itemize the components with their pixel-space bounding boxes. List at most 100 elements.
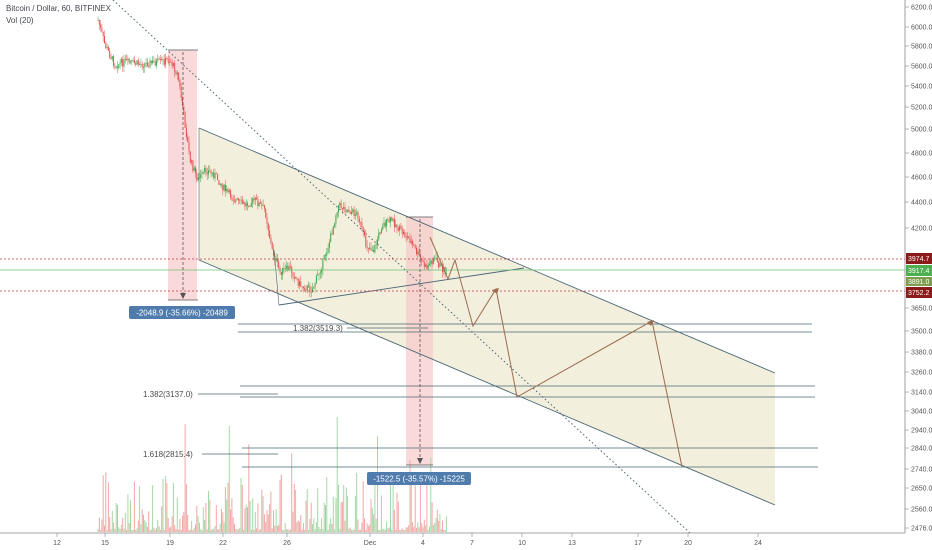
candle-body (276, 258, 278, 262)
candle-body (404, 231, 406, 237)
candle-body (126, 59, 128, 61)
candle-body (425, 264, 427, 267)
volume-bar (314, 529, 316, 532)
candle-body (139, 64, 141, 65)
volume-bar (399, 530, 401, 532)
x-tick-label: 26 (283, 540, 291, 547)
volume-bar (257, 503, 259, 532)
volume-bar (241, 484, 243, 532)
volume-bar (432, 524, 434, 532)
volume-bar (427, 529, 429, 532)
volume-bar (106, 529, 108, 532)
candle-body (286, 265, 287, 269)
volume-bar (178, 529, 180, 532)
channel-lower-line[interactable] (198, 259, 776, 506)
candle-body (380, 229, 382, 234)
dotted-trend-line[interactable] (112, 0, 691, 534)
triangle-support-line[interactable] (278, 267, 525, 306)
volume-bar (289, 529, 291, 532)
volume-bar (352, 529, 354, 532)
volume-bar (423, 519, 425, 532)
volume-bar (412, 522, 414, 532)
volume-bar (163, 529, 165, 532)
volume-bar (429, 526, 430, 532)
candle-body (180, 86, 182, 99)
candle-body (141, 63, 143, 67)
volume-bar (174, 524, 176, 532)
volume-bar (330, 518, 332, 532)
volume-bar (210, 529, 212, 532)
volume-bar (166, 483, 168, 532)
candle-body (200, 174, 202, 178)
volume-bar (438, 521, 440, 532)
volume-bar (416, 527, 417, 532)
candle-body (378, 232, 380, 240)
candle-body (310, 292, 312, 293)
candle-body (408, 236, 410, 239)
candle-body (287, 265, 289, 271)
candle-body (442, 264, 443, 272)
candle-body (165, 57, 167, 65)
candle-body (348, 209, 350, 213)
volume-bar (137, 520, 139, 532)
volume-bar (176, 497, 178, 532)
volume-bar (341, 501, 343, 532)
candle-body (362, 227, 364, 232)
volume-bar (315, 522, 317, 532)
volume-bar (308, 529, 310, 532)
candle-body (401, 228, 403, 234)
volume-bar (191, 520, 193, 532)
volume-bar (157, 519, 159, 532)
candle-body (156, 60, 157, 66)
volume-bar (145, 522, 147, 532)
projection-path[interactable] (429, 236, 683, 468)
price-tag-mid (906, 265, 932, 276)
y-tick-label: 2476.0 (911, 526, 932, 533)
volume-bar (284, 523, 286, 532)
candle-body (326, 252, 328, 256)
volume-bar (231, 498, 233, 532)
candle-body (422, 259, 424, 263)
volume-bar (310, 502, 312, 532)
candle-body (341, 208, 343, 210)
candle-body (135, 62, 137, 65)
candle-body (193, 167, 195, 171)
volume-bar (198, 522, 200, 532)
candle-body (304, 287, 306, 290)
candle-body (305, 289, 307, 291)
volume-bar (365, 529, 367, 532)
volume-bar (322, 529, 324, 532)
y-tick-label: 5400.0 (911, 84, 932, 91)
candle-body (174, 63, 176, 73)
candle-body (171, 61, 173, 66)
candle-body (321, 269, 323, 273)
candle-body (270, 237, 272, 243)
candle-body (297, 278, 299, 286)
candle-body (252, 198, 254, 204)
volume-bar (435, 518, 437, 532)
volume-bar (328, 523, 330, 532)
x-tick-label: 4 (421, 540, 425, 547)
candle-body (230, 190, 232, 198)
candle-body (111, 56, 113, 60)
candle-body (98, 19, 100, 25)
volume-bar (266, 510, 268, 532)
volume-bar (123, 528, 125, 532)
volume-bar (260, 529, 261, 532)
volume-bar (102, 475, 104, 532)
volume-bar (426, 473, 428, 532)
candle-body (288, 266, 290, 271)
volume-bar (152, 485, 154, 532)
candle-body (226, 189, 228, 192)
candle-body (105, 42, 107, 48)
volume-bar (161, 506, 163, 532)
price-tag-low-sub-text: 3891.0 (908, 279, 930, 286)
volume-bar (353, 529, 355, 532)
candle-body (250, 203, 252, 207)
volume-bar (150, 529, 152, 532)
candle-body (178, 72, 180, 80)
candle-body (223, 184, 225, 191)
volume-bar (275, 509, 277, 532)
y-tick-label: 2560.0 (911, 507, 932, 514)
